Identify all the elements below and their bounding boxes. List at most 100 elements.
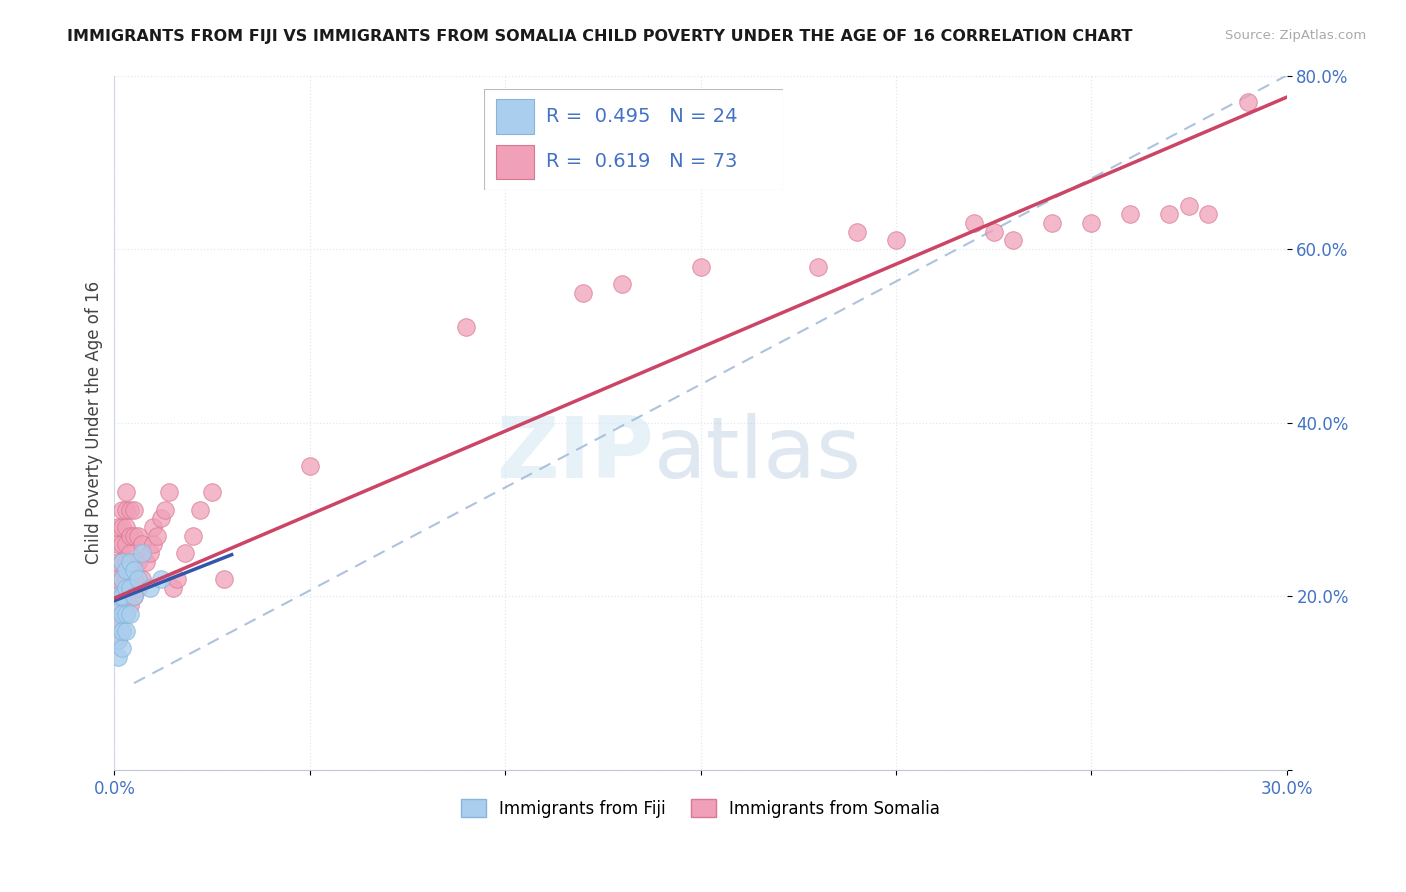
Point [115,563,138,577]
Point [1040,216,1063,230]
Point [131,546,153,560]
Point [131,537,153,551]
Point [166,572,188,586]
Point [115,485,138,500]
Point [122,528,145,542]
Point [190,502,212,516]
Point [201,485,224,500]
Point [612,277,634,291]
Point [127,572,149,586]
Point [131,572,153,586]
Point [127,581,149,595]
Point [689,260,711,274]
Point [115,537,138,551]
Point [107,632,129,647]
Point [111,555,134,569]
Point [111,555,134,569]
Point [122,563,145,577]
Point [142,520,165,534]
Point [155,502,177,516]
Point [122,502,145,516]
Point [111,502,134,516]
Point [122,555,145,569]
Point [107,598,129,612]
Point [115,607,138,621]
Text: ZIP: ZIP [496,412,654,496]
Point [118,546,141,560]
Point [173,546,195,560]
Point [111,590,134,604]
Point [1236,95,1258,109]
Point [138,546,160,560]
Y-axis label: Child Poverty Under the Age of 16: Child Poverty Under the Age of 16 [86,281,103,565]
Point [807,260,830,274]
Point [118,581,141,595]
Point [111,641,134,656]
Point [111,624,134,639]
Point [122,572,145,586]
Point [115,520,138,534]
Point [118,581,141,595]
Point [107,555,129,569]
Text: IMMIGRANTS FROM FIJI VS IMMIGRANTS FROM SOMALIA CHILD POVERTY UNDER THE AGE OF 1: IMMIGRANTS FROM FIJI VS IMMIGRANTS FROM … [67,29,1133,44]
Point [150,572,173,586]
Point [1119,207,1142,221]
Point [111,590,134,604]
Point [115,555,138,569]
Point [107,537,129,551]
Point [212,572,235,586]
Point [454,320,477,334]
Point [107,632,129,647]
Point [1197,207,1219,221]
Point [146,528,169,542]
Point [157,485,180,500]
Point [845,225,868,239]
Point [142,537,165,551]
Point [115,607,138,621]
Point [107,590,129,604]
Point [111,624,134,639]
Point [111,537,134,551]
Point [118,555,141,569]
Point [127,528,149,542]
Point [118,598,141,612]
Point [111,572,134,586]
Point [107,590,129,604]
Point [107,520,129,534]
Point [572,285,595,300]
Point [107,572,129,586]
Point [150,511,173,525]
Point [115,590,138,604]
Point [111,520,134,534]
Point [111,607,134,621]
Point [107,615,129,630]
Point [118,502,141,516]
Point [1159,207,1181,221]
Point [122,590,145,604]
Point [111,607,134,621]
Point [1080,216,1102,230]
Point [111,572,134,586]
Text: Source: ZipAtlas.com: Source: ZipAtlas.com [1226,29,1367,42]
Point [298,459,321,474]
Point [963,216,986,230]
Text: atlas: atlas [654,412,862,496]
Point [983,225,1005,239]
Point [127,555,149,569]
Point [118,528,141,542]
Point [115,624,138,639]
Point [138,581,160,595]
Point [107,615,129,630]
Point [884,234,907,248]
Point [1178,199,1201,213]
Point [107,650,129,665]
Point [115,502,138,516]
Point [162,581,184,595]
Point [115,581,138,595]
Point [122,590,145,604]
Point [181,528,204,542]
Point [135,555,157,569]
Point [1002,234,1025,248]
Point [118,563,141,577]
Point [107,607,129,621]
